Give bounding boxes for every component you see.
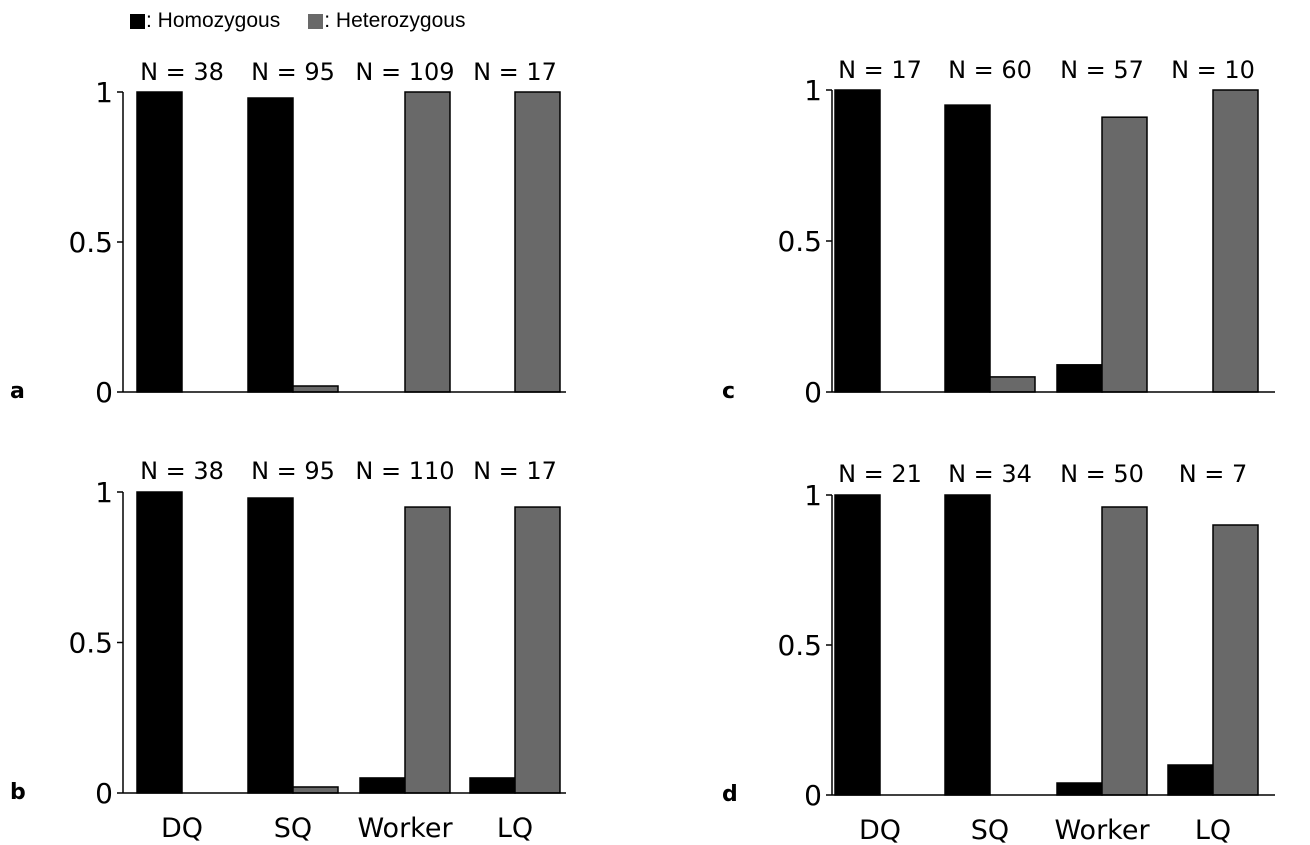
- y-tick-label-d-1: 1: [804, 479, 822, 512]
- heterozygous-label: : Heterozygous: [324, 9, 466, 32]
- bar-heterozygous-a-sq: [292, 385, 339, 393]
- x-tick-label-b-sq: SQ: [274, 813, 312, 844]
- bar-homozygous-d-lq: [1167, 764, 1214, 796]
- bar-homozygous-a-dq: [136, 91, 183, 393]
- bar-heterozygous-d-lq: [1212, 524, 1259, 796]
- x-tick-label-d-sq: SQ: [971, 815, 1009, 845]
- bar-heterozygous-c-worker: [1101, 116, 1148, 393]
- y-tick-label-b-0: 0: [95, 777, 113, 810]
- bar-heterozygous-b-sq: [292, 786, 339, 794]
- panel-letter-b: b: [10, 780, 26, 805]
- y-tick-label-d-0: 0: [804, 779, 822, 812]
- panel-letter-a: a: [10, 379, 25, 404]
- n-label-a-worker: N = 109: [355, 58, 454, 86]
- bar-heterozygous-d-worker: [1101, 506, 1148, 796]
- bar-homozygous-b-dq: [136, 491, 183, 794]
- bar-heterozygous-c-sq: [989, 376, 1036, 393]
- panel-letter-c: c: [722, 379, 735, 404]
- y-tick-label-a-0.5: 0.5: [68, 226, 113, 259]
- n-label-c-lq: N = 10: [1171, 56, 1255, 84]
- legend-item-heterozygous: : Heterozygous: [308, 9, 465, 33]
- heterozygous-swatch: [308, 13, 324, 29]
- x-tick-label-b-lq: LQ: [497, 813, 533, 844]
- n-label-b-worker: N = 110: [355, 457, 454, 485]
- bar-heterozygous-b-lq: [514, 506, 561, 794]
- panel-letter-d: d: [722, 782, 738, 807]
- y-tick-label-d-0.5: 0.5: [777, 629, 822, 662]
- bar-homozygous-c-worker: [1056, 364, 1103, 393]
- n-label-d-worker: N = 50: [1060, 460, 1144, 488]
- bar-homozygous-a-sq: [247, 97, 294, 393]
- n-label-c-dq: N = 17: [838, 56, 922, 84]
- y-tick-label-c-0: 0: [804, 376, 822, 409]
- legend: : Homozygous : Heterozygous: [130, 6, 465, 36]
- n-label-c-sq: N = 60: [948, 56, 1032, 84]
- n-label-c-worker: N = 57: [1060, 56, 1144, 84]
- n-label-d-lq: N = 7: [1179, 460, 1248, 488]
- homozygous-label: : Homozygous: [146, 9, 281, 32]
- y-tick-label-a-0: 0: [95, 376, 113, 409]
- x-tick-label-d-dq: DQ: [859, 815, 901, 845]
- n-label-a-sq: N = 95: [251, 58, 335, 86]
- x-tick-label-b-dq: DQ: [161, 813, 203, 844]
- n-label-a-lq: N = 17: [473, 58, 557, 86]
- bar-heterozygous-a-worker: [404, 91, 451, 393]
- bar-homozygous-b-worker: [359, 777, 406, 794]
- y-tick-label-c-0.5: 0.5: [777, 225, 822, 258]
- bar-homozygous-b-lq: [469, 777, 516, 794]
- y-tick-label-a-1: 1: [95, 76, 113, 109]
- bar-homozygous-d-sq: [944, 494, 991, 796]
- bar-homozygous-b-sq: [247, 497, 294, 794]
- y-tick-label-b-0.5: 0.5: [68, 627, 113, 660]
- x-tick-label-d-worker: Worker: [1054, 815, 1150, 845]
- bar-homozygous-d-dq: [834, 494, 881, 796]
- x-tick-label-d-lq: LQ: [1195, 815, 1231, 845]
- bar-homozygous-c-sq: [944, 104, 991, 393]
- n-label-b-dq: N = 38: [140, 457, 224, 485]
- legend-item-homozygous: : Homozygous: [130, 9, 280, 33]
- n-label-d-sq: N = 34: [948, 460, 1032, 488]
- n-label-d-dq: N = 21: [838, 460, 922, 488]
- bar-heterozygous-a-lq: [514, 91, 561, 393]
- n-label-b-lq: N = 17: [473, 457, 557, 485]
- bar-heterozygous-b-worker: [404, 506, 451, 794]
- bar-homozygous-d-worker: [1056, 782, 1103, 796]
- homozygous-swatch: [130, 13, 145, 29]
- bar-homozygous-c-dq: [834, 89, 881, 393]
- n-label-b-sq: N = 95: [251, 457, 335, 485]
- y-tick-label-c-1: 1: [804, 74, 822, 107]
- n-label-a-dq: N = 38: [140, 58, 224, 86]
- bar-heterozygous-c-lq: [1212, 89, 1259, 393]
- y-tick-label-b-1: 1: [95, 476, 113, 509]
- x-tick-label-b-worker: Worker: [357, 813, 453, 844]
